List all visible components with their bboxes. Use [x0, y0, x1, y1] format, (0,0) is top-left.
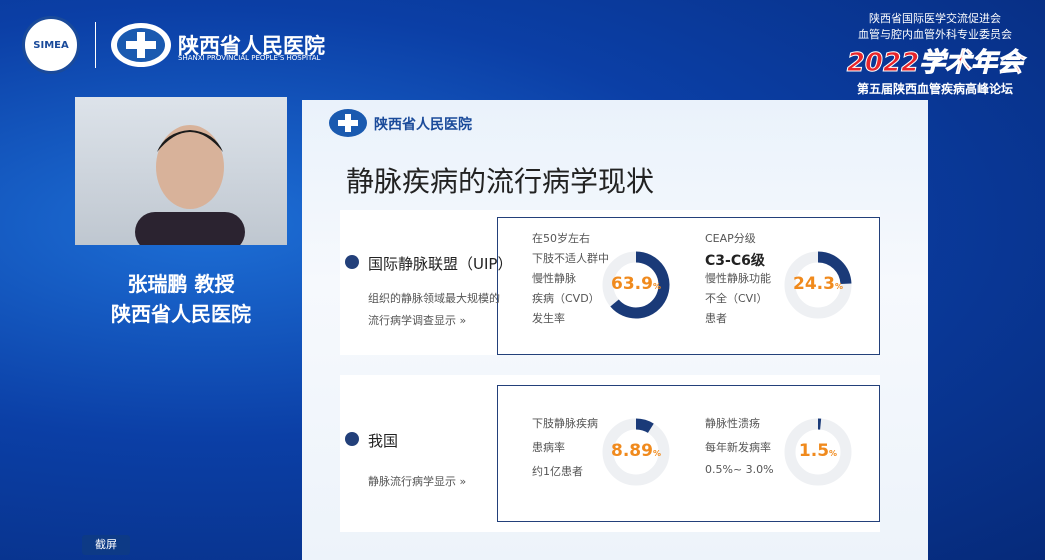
stat-text: 下肢不适人群中	[532, 252, 609, 265]
donut-label: 1.5%	[780, 441, 856, 461]
unit: %	[834, 282, 843, 291]
stat-text: 0.5%~ 3.0%	[705, 463, 774, 476]
org-badge: SIMEA	[22, 16, 80, 74]
stat-text: 约1亿患者	[532, 465, 583, 478]
hospital-name-en: SHANXI PROVINCIAL PEOPLE'S HOSPITAL	[178, 54, 321, 62]
conference-committee: 血管与腔内血管外科专业委员会	[858, 28, 1012, 41]
section-icon	[345, 432, 359, 446]
donut-label: 24.3%	[780, 274, 856, 294]
stat-text: 疾病（CVD）	[532, 292, 600, 305]
stat-text: 在50岁左右	[532, 232, 590, 245]
stat-text: CEAP分级	[705, 232, 756, 245]
hospital-name: 陕西省人民医院	[178, 33, 325, 58]
section-icon	[345, 255, 359, 269]
stat-text: C3-C6级	[705, 253, 765, 269]
stat-text: 静脉性溃疡	[705, 417, 760, 430]
slide-hospital: 陕西省人民医院	[374, 117, 472, 133]
stat-text: 下肢静脉疾病	[532, 417, 598, 430]
donut	[784, 251, 852, 319]
stat-box	[497, 217, 880, 355]
section-desc: 静脉流行病学显示 »	[368, 475, 467, 488]
speaker-video	[75, 97, 287, 245]
donut	[784, 418, 852, 486]
section-desc: 组织的静脉领域最大规模的	[368, 292, 500, 305]
stat-text: 慢性静脉功能	[705, 272, 771, 285]
stat-text: 患病率	[532, 441, 565, 454]
stat-text: 患者	[705, 312, 727, 325]
slide-logo	[329, 109, 367, 137]
conference-forum: 第五届陕西血管疾病高峰论坛	[856, 82, 1013, 96]
donut-label: 63.9%	[598, 274, 674, 294]
donut-arc	[610, 251, 670, 319]
value: 8.89	[611, 441, 653, 461]
stat-text: 慢性静脉	[532, 272, 576, 285]
stat-box	[497, 385, 880, 522]
donut-label: 8.89%	[598, 441, 674, 461]
donut-arc	[817, 251, 852, 285]
hospital-logo	[111, 23, 171, 67]
conference-org: 陕西省国际医学交流促进会	[869, 12, 1001, 25]
speaker-affiliation: 陕西省人民医院	[111, 302, 251, 326]
section-desc: 流行病学调查显示 »	[368, 314, 467, 327]
section-title: 国际静脉联盟（UIP）	[368, 255, 513, 273]
donut-arc	[635, 418, 654, 434]
value: 63.9	[611, 274, 653, 294]
speaker-name: 张瑞鹏 教授	[127, 272, 235, 296]
slide-title: 静脉疾病的流行病学现状	[346, 165, 655, 198]
donut	[602, 251, 670, 319]
stat-text: 不全（CVI）	[705, 292, 768, 305]
conference-title: 2022学术年会	[846, 48, 1024, 79]
section-title: 我国	[368, 432, 399, 450]
unit: %	[829, 449, 838, 458]
value: 1.5	[798, 441, 830, 461]
unit: %	[652, 282, 661, 291]
unit: %	[652, 449, 661, 458]
value: 24.3	[793, 274, 835, 294]
donut	[602, 418, 670, 486]
screenshot-button[interactable]: 截屏	[82, 535, 130, 555]
divider	[95, 22, 96, 68]
stat-text: 每年新发病率	[705, 441, 771, 454]
stat-text: 发生率	[532, 312, 565, 325]
